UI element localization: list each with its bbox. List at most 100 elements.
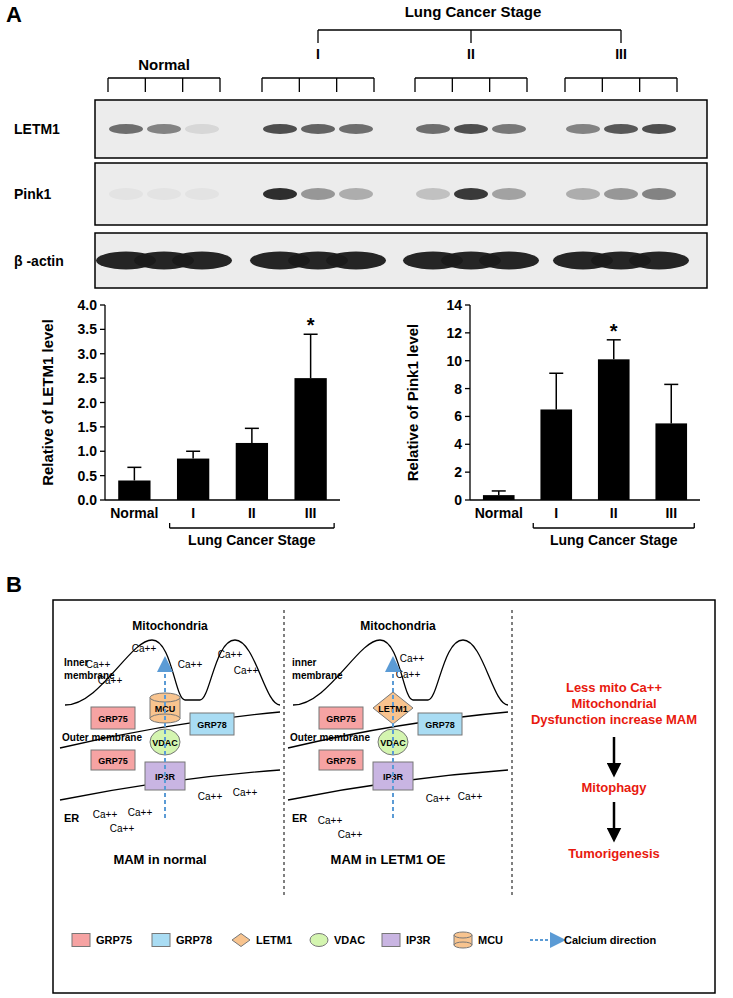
shape <box>454 932 472 938</box>
bracket <box>145 78 146 92</box>
legend-item: LETM1 <box>232 934 292 947</box>
y-tick <box>100 329 105 330</box>
bracket <box>108 77 220 78</box>
bracket <box>107 78 108 92</box>
y-tick <box>100 475 105 476</box>
bracket <box>219 78 220 92</box>
ion-label: Ca++ <box>318 815 343 826</box>
legend-swatch <box>72 934 90 947</box>
shape <box>190 713 234 735</box>
y-tick <box>465 304 470 305</box>
ion-label: Ca++ <box>396 669 421 680</box>
y-axis-label: Relative of LETM1 level <box>39 319 56 486</box>
bracket <box>336 78 337 92</box>
error-bar <box>245 428 259 443</box>
x-tick-label: I <box>191 505 195 521</box>
ion-label: Ca++ <box>86 659 111 670</box>
protein <box>319 707 363 729</box>
bracket <box>620 30 621 43</box>
legend-item: VDAC <box>310 934 365 947</box>
blot-band <box>604 124 638 134</box>
ion-label: Ca++ <box>458 791 483 802</box>
y-axis <box>469 305 470 500</box>
y-tick <box>100 402 105 403</box>
bracket <box>533 523 534 528</box>
error-cap <box>186 451 200 453</box>
ion-label: Ca++ <box>400 653 425 664</box>
bracket <box>169 523 170 528</box>
y-tick-label: 8 <box>454 381 462 397</box>
blot-band <box>492 188 526 200</box>
y-tick-label: 10 <box>446 353 462 369</box>
shape <box>72 934 90 947</box>
blot-band <box>566 124 600 134</box>
blot-band <box>185 124 219 134</box>
blot-band <box>492 124 526 134</box>
bracket <box>526 78 527 92</box>
protein-label: GRP75 <box>326 756 356 766</box>
protein-label: GRP75 <box>98 714 128 724</box>
error-cap <box>245 428 259 430</box>
ion-label: Ca++ <box>93 809 118 820</box>
error-cap <box>664 384 678 386</box>
legend-label: GRP78 <box>176 934 212 946</box>
bracket <box>533 527 694 528</box>
legend-label: GRP75 <box>96 934 132 946</box>
bracket <box>333 523 334 528</box>
y-tick <box>465 499 470 500</box>
blot-label: Pink1 <box>14 186 52 202</box>
plot-area <box>118 334 327 500</box>
ion-label: Ca++ <box>110 823 135 834</box>
y-tick <box>100 377 105 378</box>
blot-band <box>147 188 181 200</box>
blot-band <box>185 188 219 200</box>
blot-band <box>109 124 143 134</box>
y-tick <box>465 471 470 472</box>
protein <box>91 707 135 729</box>
blot-band <box>416 124 450 134</box>
ion-label: Ca++ <box>198 791 223 802</box>
diagram-frame <box>53 600 715 993</box>
blot-label: LETM1 <box>14 121 60 137</box>
mam-diagram: MitochondriainnermembraneOuter membraneE… <box>288 619 508 867</box>
shape <box>319 750 363 770</box>
calcium-arrow <box>164 664 166 818</box>
shape <box>180 698 181 719</box>
bar <box>598 359 630 500</box>
blot-band <box>301 188 335 200</box>
blot-frame <box>95 233 707 288</box>
group-label: I <box>316 46 320 62</box>
bracket <box>470 30 471 43</box>
blot-band <box>263 124 297 134</box>
flow-arrow <box>613 802 616 835</box>
legend-swatch <box>530 940 558 941</box>
blot-band <box>326 252 386 270</box>
x-axis <box>105 499 340 500</box>
error-bar <box>607 340 621 360</box>
shape <box>418 713 462 735</box>
blot-band <box>172 252 232 270</box>
ion-label: Ca++ <box>233 787 258 798</box>
bar <box>236 443 268 500</box>
y-axis <box>104 305 105 500</box>
protein <box>91 750 135 770</box>
y-tick <box>465 388 470 389</box>
protein-label: GRP75 <box>326 714 356 724</box>
y-tick-label: 2 <box>454 464 462 480</box>
bar <box>540 409 572 500</box>
group-label: III <box>615 46 627 62</box>
legend-swatch <box>310 934 328 947</box>
error-line <box>310 334 312 378</box>
blot-band <box>416 188 450 200</box>
y-tick <box>100 499 105 500</box>
bracket <box>261 78 262 92</box>
outcome-text: Less mito Ca++ <box>566 680 663 695</box>
legend-label: LETM1 <box>256 934 292 946</box>
outcome-text: Tumorigenesis <box>568 846 660 861</box>
bracket <box>564 78 565 92</box>
error-bar <box>186 451 200 458</box>
protein-label: GRP78 <box>197 720 227 730</box>
x-tick-label: II <box>610 505 618 521</box>
y-tick-label: 3.0 <box>78 346 98 362</box>
y-tick-label: 6 <box>454 408 462 424</box>
